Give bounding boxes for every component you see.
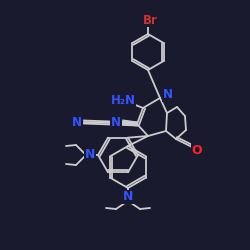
Text: N: N [163,88,173,102]
Text: N: N [123,190,133,203]
Text: Br: Br [142,14,158,26]
Text: N: N [85,148,95,162]
Text: O: O [192,144,202,156]
Text: H₂N: H₂N [110,94,136,106]
Text: N: N [72,116,82,128]
Text: N: N [111,116,121,128]
